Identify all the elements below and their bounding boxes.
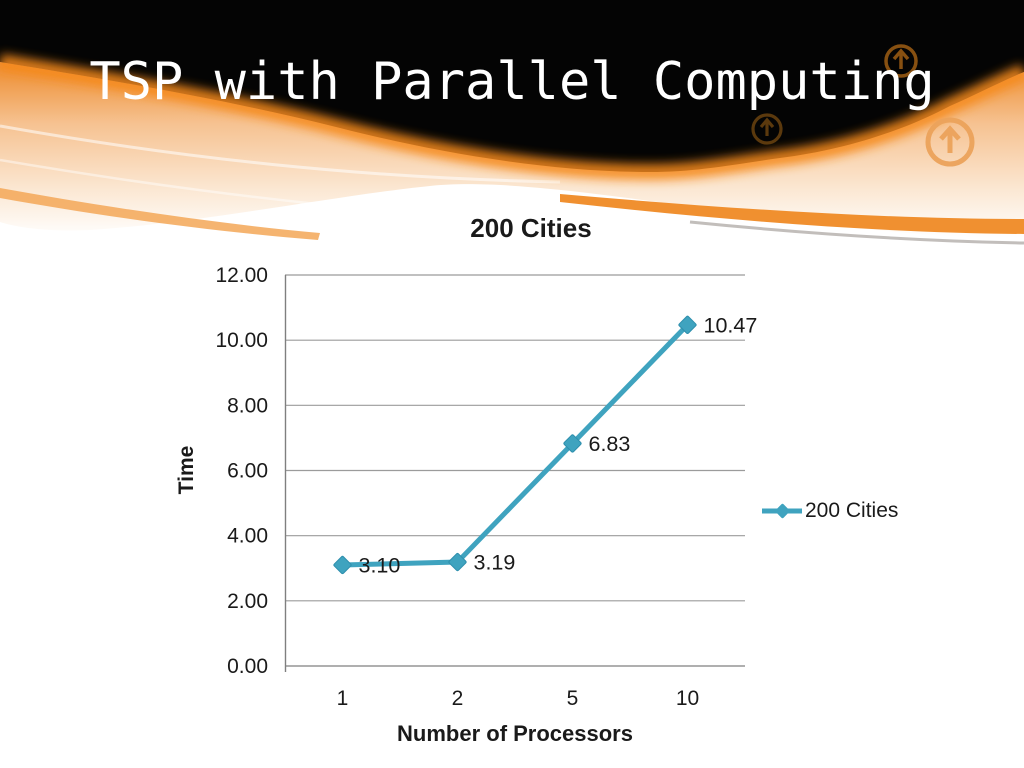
slide-title: TSP with Parallel Computing: [89, 52, 935, 112]
wave-highlight-1: [0, 124, 561, 184]
y-tick-label: 6.00: [227, 460, 268, 483]
circle-up-arrow-icon: [925, 117, 975, 167]
wave-under-gradient: [0, 62, 1024, 239]
x-tick-label: 5: [567, 687, 579, 710]
legend-series-marker: [762, 503, 802, 519]
data-point-label: 3.19: [474, 551, 516, 575]
wave-shadow-right: [689, 220, 1024, 245]
data-point-label: 6.83: [589, 432, 631, 456]
data-point-marker: [678, 315, 697, 334]
wave-band-left: [0, 188, 320, 240]
x-tick-label: 10: [676, 687, 699, 710]
wave-glow-edge: [0, 54, 1024, 181]
chart-title: 200 Cities: [470, 213, 592, 243]
y-axis-title: Time: [175, 445, 198, 495]
data-point-marker: [333, 555, 352, 575]
circle-up-arrow-icon: [884, 44, 918, 78]
y-tick-label: 10.00: [215, 329, 268, 352]
wave-band-right: [560, 194, 1024, 234]
wave-highlight-2: [0, 158, 421, 216]
chart-legend: 200 Cities: [761, 499, 898, 523]
data-point-marker: [563, 434, 582, 453]
y-tick-label: 0.00: [227, 655, 268, 678]
x-tick-label: 2: [452, 687, 464, 710]
x-axis-title: Number of Processors: [397, 721, 633, 746]
data-point-label: 10.47: [704, 313, 758, 337]
y-tick-label: 12.00: [215, 264, 268, 287]
y-tick-label: 4.00: [227, 525, 268, 548]
header-wave-graphic: [0, 0, 1024, 245]
data-point-label: 3.10: [359, 553, 401, 577]
y-tick-label: 2.00: [227, 590, 268, 613]
legend-series-label: 200 Cities: [805, 499, 899, 522]
y-tick-label: 8.00: [227, 394, 268, 417]
x-tick-label: 1: [337, 687, 349, 710]
series-line: [342, 323, 690, 568]
data-point-marker: [448, 552, 467, 572]
circle-up-arrow-icon: [751, 113, 783, 145]
